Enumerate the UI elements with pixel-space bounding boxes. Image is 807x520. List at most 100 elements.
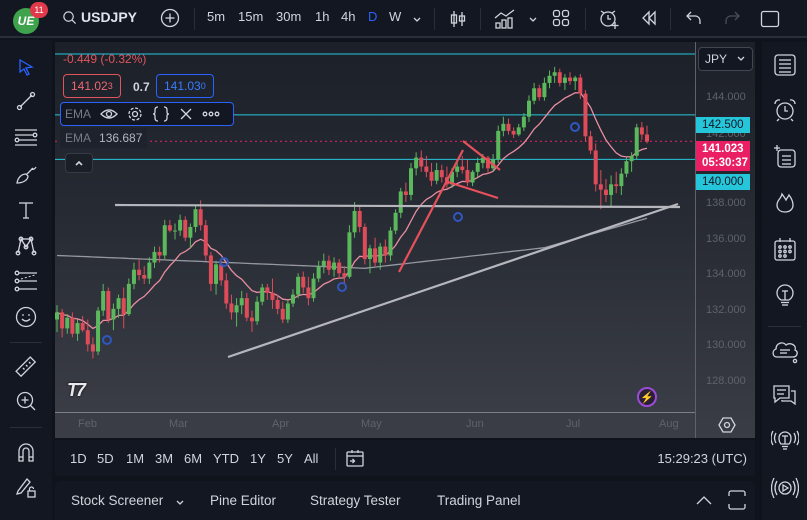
stock-screener-dropdown[interactable] — [175, 495, 185, 510]
source-code-button[interactable] — [152, 106, 170, 122]
pattern-tool[interactable] — [13, 232, 39, 258]
price-chart[interactable] — [55, 42, 695, 412]
compare-add-symbol-button[interactable] — [160, 8, 180, 31]
chevron-up-icon — [696, 496, 712, 505]
toggle-visibility-button[interactable] — [100, 107, 118, 121]
hotlist-button[interactable] — [771, 188, 799, 216]
more-options-button[interactable] — [202, 111, 220, 117]
range-1m[interactable]: 1M — [126, 451, 145, 466]
cursor-tool[interactable] — [13, 54, 39, 80]
time-axis[interactable]: Feb Mar Apr May Jun Jul Aug — [55, 412, 695, 438]
replay-button[interactable] — [640, 9, 658, 30]
interval-15m[interactable]: 15m — [238, 9, 264, 24]
level-tag-upper[interactable]: 142.500 — [696, 117, 750, 133]
price-axis[interactable]: 144.000 142.000 138.000 136.000 134.000 … — [695, 42, 755, 438]
go-to-date-button[interactable] — [345, 448, 365, 471]
chart-pane[interactable] — [55, 42, 695, 412]
measure-tool[interactable] — [13, 354, 39, 380]
remove-indicator-button[interactable] — [179, 107, 193, 121]
range-5y[interactable]: 5Y — [277, 451, 293, 466]
symbol-search-button[interactable]: USDJPY — [62, 9, 137, 25]
redo-button[interactable] — [723, 9, 741, 30]
lock-drawings-tool[interactable] — [13, 474, 39, 500]
range-all[interactable]: All — [304, 451, 319, 466]
brush-tool[interactable] — [13, 162, 39, 188]
expand-panel-button[interactable] — [695, 494, 713, 509]
current-price-tag[interactable]: 141.023 05:30:37 — [696, 141, 750, 171]
currency-select[interactable]: JPY — [698, 47, 753, 71]
tradingview-logo[interactable]: T7 — [67, 380, 86, 400]
calendar-icon — [774, 238, 796, 261]
chevron-down-icon — [737, 56, 745, 61]
interval-30m[interactable]: 30m — [276, 9, 302, 24]
symbol-name: USDJPY — [81, 9, 138, 25]
range-1y[interactable]: 1Y — [250, 451, 266, 466]
level-tag-lower[interactable]: 140.000 — [696, 174, 750, 190]
streams-button[interactable] — [771, 474, 799, 502]
maximize-icon — [728, 490, 746, 510]
tab-strategy-tester[interactable]: Strategy Tester — [310, 493, 401, 508]
time-label: Jun — [466, 418, 484, 430]
range-5d[interactable]: 5D — [97, 451, 114, 466]
tab-pine-editor[interactable]: Pine Editor — [210, 493, 277, 508]
ideas-button[interactable] — [771, 281, 799, 309]
chevron-down-icon — [413, 17, 421, 22]
indicators-button[interactable] — [494, 9, 516, 32]
range-1d[interactable]: 1D — [70, 451, 87, 466]
avatar-initials: UE — [17, 14, 35, 28]
emoji-tool[interactable] — [13, 304, 39, 330]
text-tool[interactable] — [13, 197, 39, 223]
range-ytd[interactable]: YTD — [213, 451, 239, 466]
indicator-legend-toolbar: EMA — [60, 102, 234, 126]
undo-icon — [686, 11, 701, 24]
interval-dropdown[interactable] — [412, 12, 422, 27]
sell-button[interactable]: 141.02 3 — [63, 74, 121, 98]
watchlist-button[interactable] — [771, 51, 799, 79]
events-marker[interactable]: ⚡ — [637, 387, 657, 407]
indicator-value: 136.687 — [99, 131, 143, 145]
indicator-settings-button[interactable] — [127, 106, 143, 122]
alerts-button[interactable] — [771, 96, 799, 124]
data-window-button[interactable] — [771, 142, 799, 170]
trend-line-tool[interactable] — [13, 88, 39, 114]
interval-d[interactable]: D — [368, 9, 378, 24]
widget-bar — [762, 42, 807, 520]
interval-1h[interactable]: 1h — [315, 9, 330, 24]
chart-type-button[interactable] — [449, 9, 467, 32]
interval-5m[interactable]: 5m — [207, 9, 226, 24]
toolbar-divider — [670, 8, 671, 30]
messages-button[interactable] — [771, 382, 799, 410]
collapse-legend-button[interactable] — [65, 153, 93, 173]
chart-settings-button[interactable] — [718, 416, 736, 434]
magnet-tool[interactable] — [13, 439, 39, 465]
layout-button[interactable] — [552, 9, 570, 30]
range-3m[interactable]: 3M — [155, 451, 174, 466]
tips-button[interactable] — [771, 427, 799, 455]
toolbar-divider — [585, 8, 586, 30]
utc-clock[interactable]: 15:29:23 (UTC) — [657, 451, 747, 466]
fib-tool[interactable] — [13, 268, 39, 294]
maximize-panel-button[interactable] — [728, 490, 746, 513]
community-chat-button[interactable] — [771, 338, 799, 366]
calendar-button[interactable] — [771, 235, 799, 263]
tab-stock-screener[interactable]: Stock Screener — [71, 493, 164, 508]
toolbar-divider — [194, 8, 195, 30]
indicators-dropdown[interactable] — [528, 12, 538, 27]
interval-4h[interactable]: 4h — [341, 9, 356, 24]
tab-trading-panel[interactable]: Trading Panel — [437, 493, 521, 508]
time-label: Feb — [78, 418, 97, 430]
fullscreen-button[interactable] — [760, 9, 780, 32]
price-change: -0.449 (-0.32%) — [63, 52, 147, 66]
undo-button[interactable] — [685, 9, 703, 30]
indicator-name[interactable]: EMA — [65, 107, 92, 121]
interval-w[interactable]: W — [389, 9, 402, 24]
horizontal-lines-tool[interactable] — [13, 124, 39, 150]
create-alert-button[interactable] — [598, 9, 620, 32]
alerts-icon — [774, 99, 796, 122]
buy-button[interactable]: 141.03 0 — [156, 74, 214, 98]
zoom-in-tool[interactable] — [13, 388, 39, 414]
gear-icon — [128, 107, 142, 121]
horizontal-lines-icon — [14, 129, 38, 146]
range-6m[interactable]: 6M — [184, 451, 203, 466]
fib-icon — [14, 270, 37, 292]
